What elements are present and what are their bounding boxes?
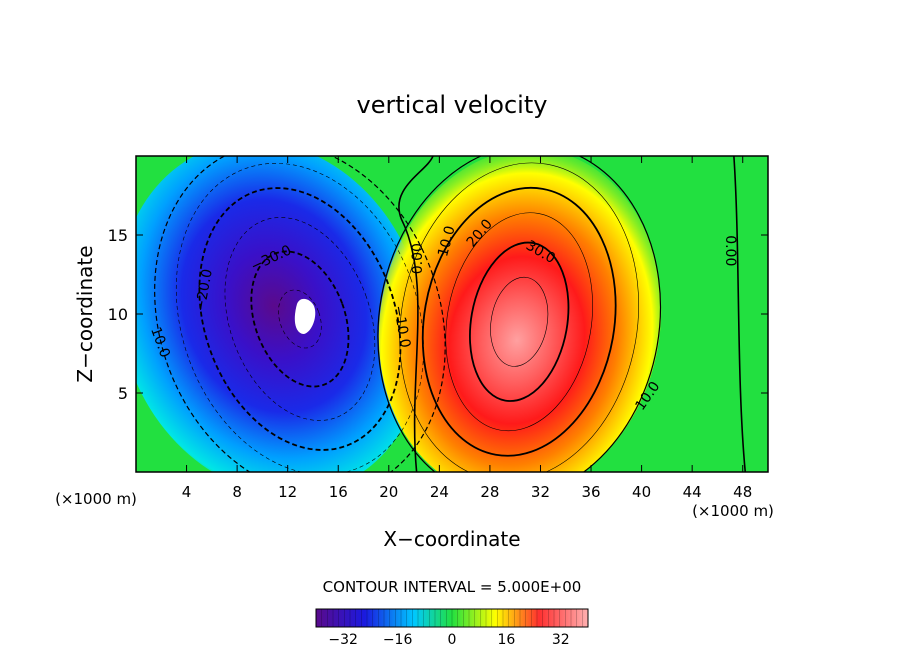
y-axis-ticks: 5 10 15: [108, 226, 768, 403]
colorbar-ticks: −32 −16 0 16 32: [328, 632, 569, 648]
contour-lines: [154, 156, 747, 472]
x-tick-label: 16: [329, 483, 348, 501]
x-tick-label: 48: [733, 483, 752, 501]
contour-interval-text: CONTOUR INTERVAL = 5.000E+00: [323, 578, 582, 596]
updraft-region: [378, 156, 662, 472]
downdraft-contour: [278, 289, 322, 349]
missing-data-patch: [294, 298, 316, 334]
x-unit-right: (×1000 m): [692, 502, 774, 520]
zero-contour-center: [398, 156, 434, 472]
downdraft-region: [136, 156, 426, 472]
downdraft-contour: [250, 250, 350, 388]
contour-label: 10.0: [435, 224, 459, 258]
colorbar-tick-label: −16: [383, 632, 413, 648]
contour-label: 0.00: [410, 243, 426, 274]
updraft-contour: [399, 162, 639, 472]
updraft-contour: [490, 276, 549, 367]
downdraft-contour: [175, 163, 424, 472]
updraft-contour: [377, 156, 662, 472]
contour-label: −20.0: [193, 268, 216, 313]
y-tick-label: 5: [118, 384, 128, 403]
x-tick-label: 40: [632, 483, 651, 501]
x-tick-label: 12: [278, 483, 297, 501]
chart-title: vertical velocity: [357, 91, 548, 119]
x-tick-label: 8: [232, 483, 242, 501]
colorbar-tick-label: 16: [497, 632, 515, 648]
x-unit-left: (×1000 m): [55, 490, 137, 508]
downdraft-contour: [154, 156, 446, 472]
x-axis-ticks: 4 8 12 16 20 24 28 32 36 40 44 48: [182, 156, 752, 501]
x-tick-label: 32: [531, 483, 550, 501]
colorbar-tick-label: −32: [328, 632, 358, 648]
y-axis-label: Z−coordinate: [73, 245, 97, 382]
zero-contour-right: [733, 156, 747, 472]
y-tick-label: 15: [108, 226, 128, 245]
x-tick-label: 28: [480, 483, 499, 501]
x-tick-label: 44: [683, 483, 702, 501]
updraft-contour: [469, 241, 570, 402]
x-tick-label: 24: [430, 483, 449, 501]
x-tick-label: 4: [182, 483, 192, 501]
x-tick-label: 36: [581, 483, 600, 501]
colorbar-dividers: [321, 609, 583, 627]
downdraft-contour: [224, 217, 376, 421]
contour-label: −10.0: [390, 304, 413, 349]
x-tick-label: 20: [379, 483, 398, 501]
plot-area: [136, 156, 768, 472]
downdraft-contour: [198, 187, 402, 451]
colorbar-tick-label: 32: [552, 632, 570, 648]
colorbar: −32 −16 0 16 32: [315, 608, 589, 648]
updraft-contour: [445, 212, 593, 432]
y-tick-label: 10: [108, 305, 128, 324]
contour-label: 0.00: [722, 235, 738, 266]
x-axis-label: X−coordinate: [383, 527, 520, 551]
updraft-contour: [421, 186, 617, 457]
colorbar-tick-label: 0: [448, 632, 457, 648]
